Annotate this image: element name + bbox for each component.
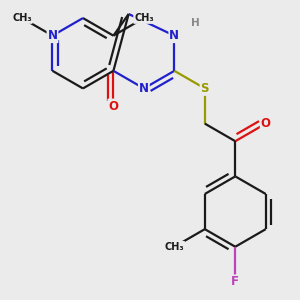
Text: S: S bbox=[201, 82, 209, 95]
Text: H: H bbox=[191, 18, 200, 28]
Text: O: O bbox=[108, 100, 118, 112]
Text: CH₃: CH₃ bbox=[12, 13, 32, 23]
Text: CH₃: CH₃ bbox=[164, 242, 184, 252]
Text: N: N bbox=[47, 29, 58, 42]
Text: F: F bbox=[231, 275, 239, 288]
Text: N: N bbox=[139, 82, 149, 95]
Text: O: O bbox=[261, 117, 271, 130]
Text: N: N bbox=[169, 29, 179, 42]
Text: CH₃: CH₃ bbox=[134, 13, 154, 23]
